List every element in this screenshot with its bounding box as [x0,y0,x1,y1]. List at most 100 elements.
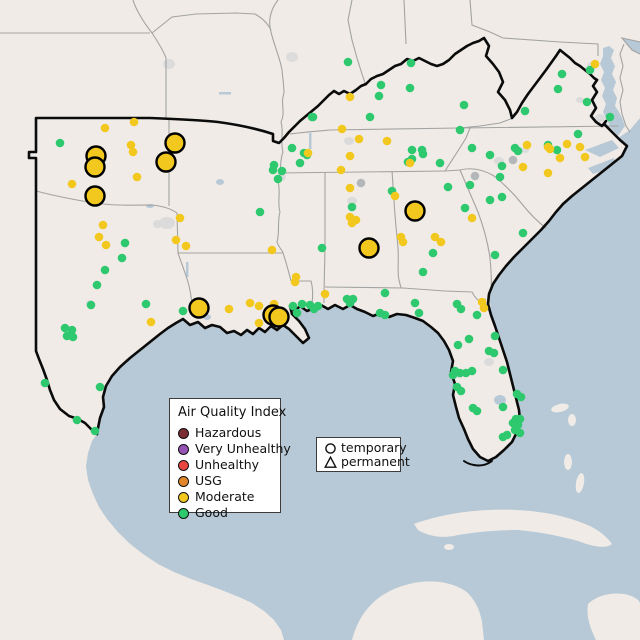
monitor-dot-good [515,428,525,438]
monitor-dot-no-data [356,178,366,188]
monitor-dot-good [489,348,499,358]
monitor-dot-good [117,253,127,263]
aqi-legend-items: Hazardous Very Unhealthy Unhealthy USG Moder… [178,425,291,521]
monitor-dot-moderate [224,304,234,314]
monitor-dot-moderate [382,136,392,146]
monitor-temporary-moderate [268,306,290,328]
monitor-dot-good [55,138,65,148]
monitor-dot-moderate [347,218,357,228]
monitor-dot-good [273,174,283,184]
monitor-dot-good [455,125,465,135]
aqi-legend-label: Moderate [195,489,255,504]
monitor-dot-moderate [430,232,440,242]
monitor-dot-moderate [146,317,156,327]
monitor-dot-moderate [543,168,553,178]
monitor-dot-moderate [267,245,277,255]
aqi-legend-label: Very Unhealthy [195,441,291,456]
monitor-dot-good [405,83,415,93]
monitor-dot-good [313,301,323,311]
monitor-temporary-moderate [164,132,186,154]
land-cuba [414,509,612,547]
monitor-dot-good [380,288,390,298]
monitor-dot-moderate [562,139,572,149]
monitor-dot-good [456,304,466,314]
monitor-dot-moderate [398,237,408,247]
monitor-temporary-moderate [84,185,106,207]
monitor-dot-good [472,406,482,416]
monitor-dot-good [557,69,567,79]
monitor-dot-good [255,207,265,217]
monitor-dot-good [497,192,507,202]
monitor-dot-good [495,172,505,182]
monitor-dot-good [120,238,130,248]
monitor-temporary-moderate [358,237,380,259]
monitor-dot-good [268,165,278,175]
toledo-bend [186,262,189,277]
monitor-dot-good [490,250,500,260]
region-border [27,36,599,436]
monitor-dot-moderate [126,140,136,150]
monitor-dot-good [585,65,595,75]
monitor-dot-good [520,106,530,116]
land-island-southeast [587,593,640,640]
aqi-swatch-icon [178,507,189,519]
circle-icon [325,442,336,454]
triangle-icon [324,455,337,468]
monitor-dot-good [277,166,287,176]
monitor-dot-good [90,426,100,436]
monitor-dot-moderate [580,152,590,162]
monitor-dot-good [460,203,470,213]
monitor-dot-good [513,146,523,156]
monitor-temporary-moderate [155,151,177,173]
monitor-dot-moderate [518,162,528,172]
aqi-legend-item-very-unhealthy: Very Unhealthy [178,441,291,457]
monitor-dot-good [497,161,507,171]
aqi-monitor-dots [40,57,615,442]
pamlico-sound [588,158,617,174]
monitor-dot-good [443,182,453,192]
aqi-swatch-icon [178,443,189,455]
marker-legend-item-temporary: temporary [324,440,407,455]
lake-okeechobee [494,395,506,405]
aqi-legend-title: Air Quality Index [178,405,287,420]
monitor-dot-good [67,325,77,335]
aqi-legend-item-unhealthy: Unhealthy [178,457,272,473]
monitor-dot-good [490,331,500,341]
aqi-legend-item-usg: USG [178,473,272,489]
monitor-dot-good [428,248,438,258]
monitor-dot-moderate [345,92,355,102]
monitor-dot-moderate [128,147,138,157]
monitor-dot-good [376,80,386,90]
monitor-dot-good [552,145,562,155]
monitor-dot-moderate [354,134,364,144]
monitor-temporary-moderate [84,156,106,178]
florida-keys [463,460,493,467]
monitor-dot-moderate [67,179,77,189]
monitor-dot-moderate [555,153,565,163]
monitor-dot-good [95,382,105,392]
monitor-dot-good [467,143,477,153]
aqi-swatch-icon [178,475,189,487]
monitor-dot-no-data [470,171,480,181]
monitor-dot-good [418,149,428,159]
monitor-dot-good [374,91,384,101]
monitor-dot-good [100,265,110,275]
monitor-dot-moderate [101,240,111,250]
monitor-dot-good [343,57,353,67]
monitor-dot-good [347,202,357,212]
aqi-legend-label: Good [195,505,228,520]
monitor-dot-good [459,100,469,110]
monitor-dot-moderate [436,237,446,247]
texas-lake [216,179,224,185]
monitor-dot-good [498,402,508,412]
aqi-swatch-icon [178,427,189,439]
monitor-dot-good [465,180,475,190]
monitor-dot-moderate [479,303,489,313]
monitor-dot-good [453,340,463,350]
monitor-dot-moderate [390,191,400,201]
marker-legend-label: temporary [341,440,407,455]
monitor-dot-moderate [522,140,532,150]
monitor-dot-good [297,299,307,309]
monitor-dot-moderate [590,59,600,69]
